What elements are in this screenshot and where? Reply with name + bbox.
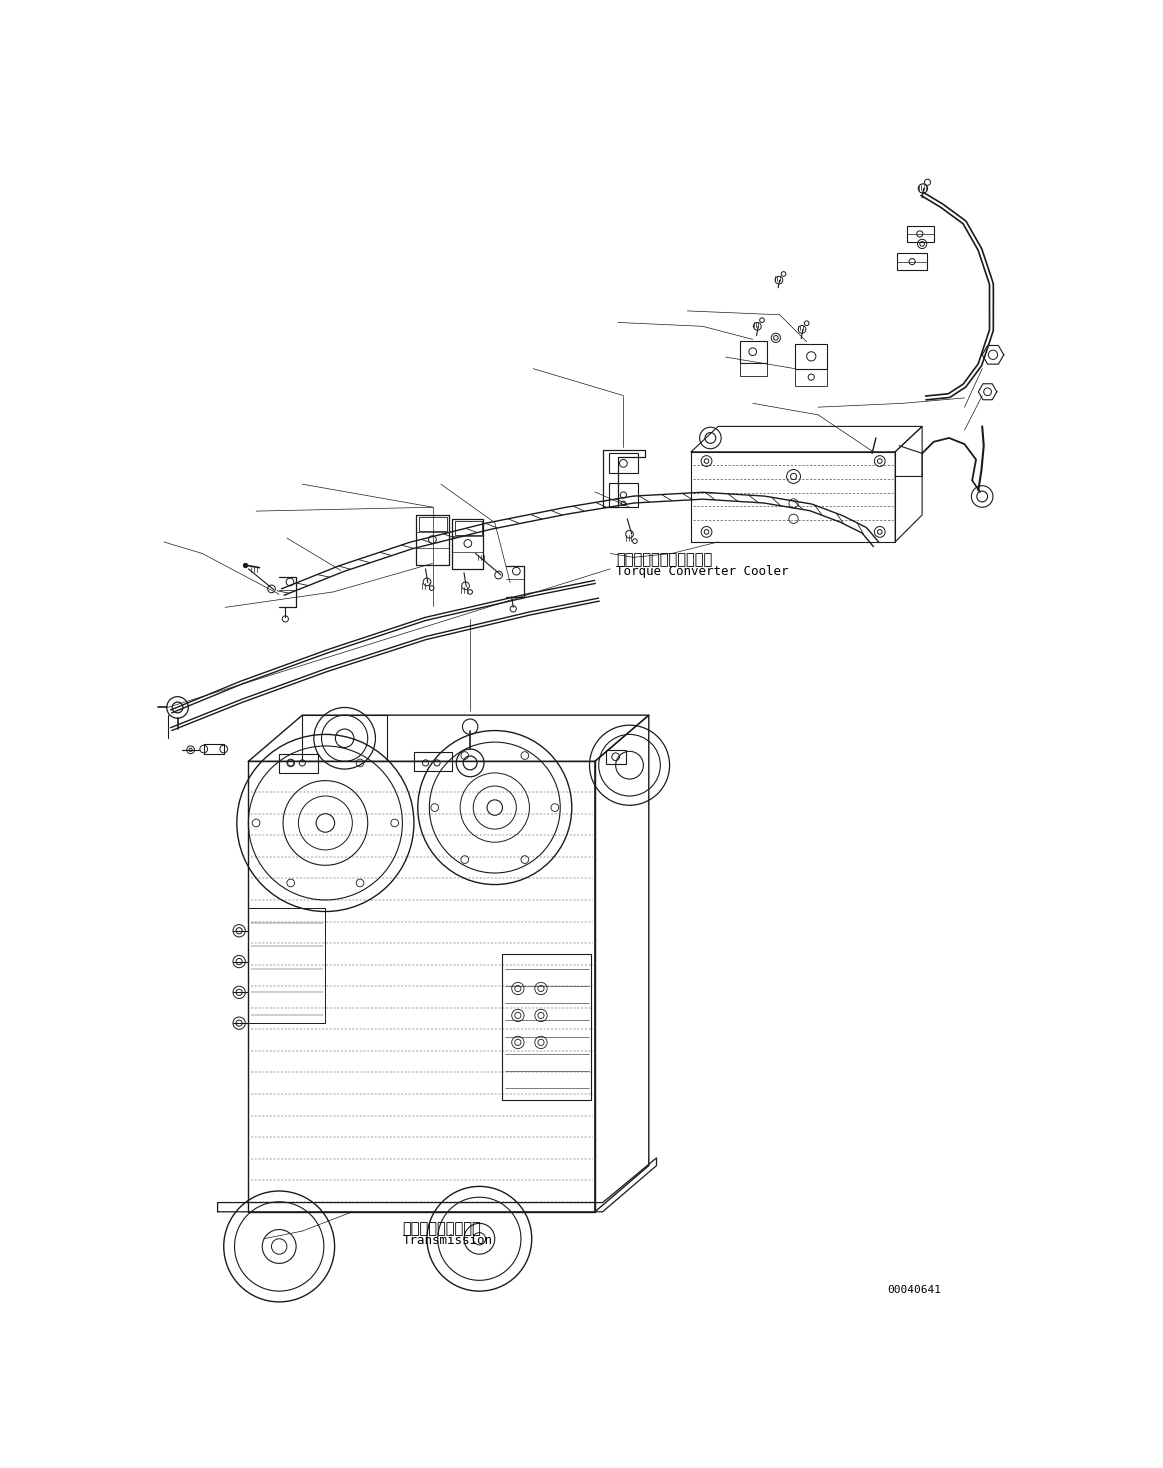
Text: トランスミッション: トランスミッション: [402, 1221, 481, 1236]
Point: [235, 553, 254, 577]
Circle shape: [877, 459, 882, 464]
Circle shape: [316, 813, 335, 832]
Text: Torque Converter Cooler: Torque Converter Cooler: [616, 565, 789, 578]
Bar: [608, 483, 638, 508]
Bar: [279, 753, 317, 774]
Bar: [414, 752, 452, 771]
Bar: [606, 750, 626, 763]
Circle shape: [705, 459, 708, 464]
Bar: [455, 521, 483, 534]
Bar: [608, 454, 638, 473]
Bar: [795, 368, 827, 386]
Bar: [740, 363, 766, 376]
Text: Transmission: Transmission: [402, 1235, 492, 1248]
Circle shape: [487, 800, 502, 815]
Bar: [907, 226, 934, 242]
Text: トルクコンバータクーラ: トルクコンバータクーラ: [616, 552, 713, 567]
Circle shape: [705, 530, 708, 534]
Bar: [898, 252, 927, 270]
Bar: [740, 341, 766, 363]
Bar: [795, 344, 827, 368]
Circle shape: [877, 530, 882, 534]
Circle shape: [190, 749, 192, 752]
Bar: [420, 517, 447, 531]
Text: 00040641: 00040641: [887, 1284, 942, 1295]
